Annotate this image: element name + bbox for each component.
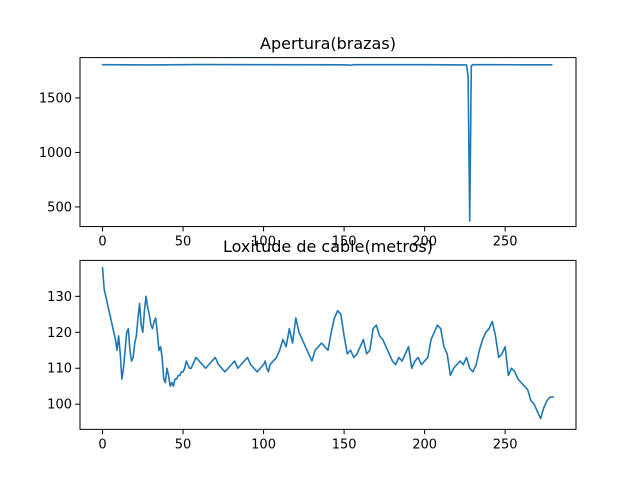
- y-tick-label: 1500: [39, 91, 72, 106]
- y-tick-label: 110: [47, 362, 72, 377]
- x-tick-label: 200: [412, 437, 437, 452]
- x-tick-label: 0: [98, 235, 106, 250]
- x-tick-label: 100: [251, 437, 276, 452]
- y-tick-label: 120: [47, 326, 72, 341]
- x-tick-label: 250: [493, 235, 518, 250]
- series-line: [101, 63, 553, 222]
- x-tick-label: 50: [175, 437, 192, 452]
- y-tick-label: 500: [47, 200, 72, 215]
- tick-group: 0 50 100 150 200 250 500 1000 1500: [39, 91, 518, 249]
- series-line: [101, 266, 555, 420]
- x-tick-label: 150: [332, 437, 357, 452]
- y-tick-label: 130: [47, 290, 72, 305]
- chart-loxitude-cable: Loxitude de cable(metros) 0 50 100 150 200 25…: [47, 237, 577, 453]
- x-tick-label: 200: [412, 235, 437, 250]
- x-tick-label: 150: [332, 235, 357, 250]
- x-tick-label: 0: [98, 437, 106, 452]
- y-tick-label: 100: [47, 398, 72, 413]
- y-tick-label: 1000: [39, 146, 72, 161]
- x-tick-label: 100: [251, 235, 276, 250]
- chart-apertura: Apertura(brazas) 0 50 100 150 200 250 500 1000 1…: [39, 34, 577, 250]
- tick-group: 0 50 100 150 200 250 100 110 120 130: [47, 290, 517, 453]
- chart-title: Loxitude de cable(metros): [223, 237, 433, 256]
- chart-title: Apertura(brazas): [260, 34, 396, 53]
- axes-frame: [79, 57, 577, 228]
- x-tick-label: 50: [175, 235, 192, 250]
- x-tick-label: 250: [493, 437, 518, 452]
- axes-frame: [79, 259, 577, 430]
